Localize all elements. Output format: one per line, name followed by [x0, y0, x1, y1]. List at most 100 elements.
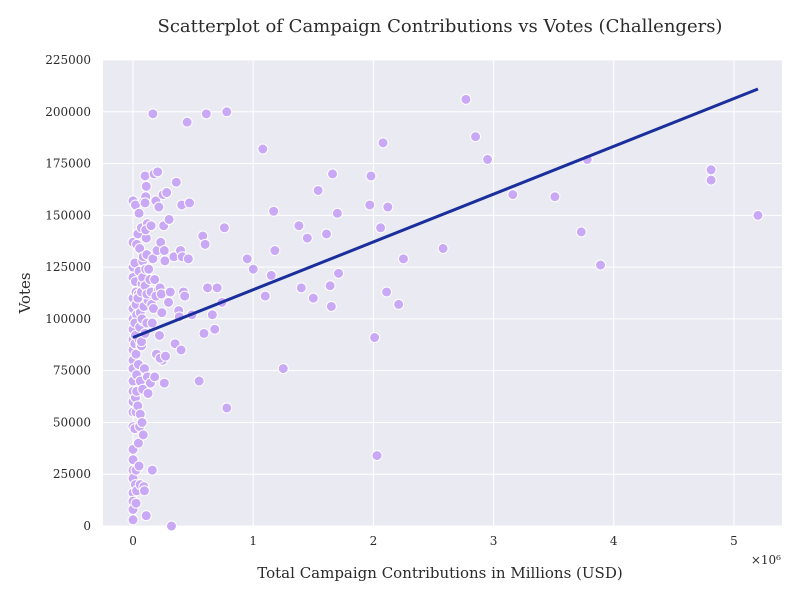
data-point: [133, 460, 145, 472]
data-point: [397, 253, 409, 265]
y-axis-label: Votes: [16, 272, 34, 314]
x-axis-scale-label: ×10⁶: [751, 553, 781, 567]
data-point: [209, 323, 221, 335]
data-point: [575, 226, 587, 238]
y-axis-ticks: 0 25000 50000 75000 100000 125000 150000 175000…: [45, 53, 91, 533]
data-point: [206, 309, 218, 321]
data-point: [307, 292, 319, 304]
y-tick-label: 0: [83, 519, 91, 533]
chart-title: Scatterplot of Campaign Contributions vs…: [158, 16, 723, 37]
x-tick-label: 1: [249, 534, 257, 548]
data-point: [161, 187, 173, 199]
data-point: [182, 253, 194, 265]
data-point: [198, 327, 210, 339]
data-point: [158, 377, 170, 389]
x-tick-label: 5: [730, 534, 738, 548]
data-point: [549, 191, 561, 203]
data-point: [163, 213, 175, 225]
data-point: [146, 317, 158, 329]
data-point: [327, 168, 339, 180]
data-point: [156, 307, 168, 319]
data-point: [140, 180, 152, 192]
data-point: [155, 288, 167, 300]
data-point: [139, 197, 151, 209]
y-tick-label: 75000: [53, 364, 91, 378]
data-point: [139, 170, 151, 182]
x-axis-ticks: 0 1 2 3 4 5: [129, 534, 738, 548]
data-point: [221, 106, 233, 118]
x-tick-label: 3: [490, 534, 498, 548]
y-tick-label: 100000: [45, 312, 91, 326]
data-point: [149, 274, 161, 286]
data-point: [153, 201, 165, 213]
data-point: [179, 290, 191, 302]
data-point: [507, 189, 519, 201]
data-point: [159, 255, 171, 267]
data-point: [257, 143, 269, 155]
data-point: [138, 485, 150, 497]
data-point: [460, 93, 472, 105]
data-points: [127, 93, 764, 532]
data-point: [142, 387, 154, 399]
data-point: [377, 137, 389, 149]
data-point: [295, 282, 307, 294]
data-point: [162, 296, 174, 308]
data-point: [324, 280, 336, 292]
y-tick-label: 225000: [45, 53, 91, 67]
data-point: [136, 416, 148, 428]
data-point: [375, 222, 387, 234]
data-point: [241, 253, 253, 265]
data-point: [265, 269, 277, 281]
data-point: [364, 199, 376, 211]
data-point: [149, 371, 161, 383]
data-point: [321, 228, 333, 240]
data-point: [137, 429, 149, 441]
data-point: [259, 290, 271, 302]
data-point: [133, 207, 145, 219]
data-point: [470, 131, 482, 143]
data-point: [140, 510, 152, 522]
data-point: [181, 116, 193, 128]
data-point: [301, 232, 313, 244]
data-point: [211, 282, 223, 294]
trend-line: [132, 87, 759, 339]
y-tick-label: 125000: [45, 260, 91, 274]
data-point: [382, 201, 394, 213]
data-point: [202, 282, 214, 294]
x-tick-label: 0: [129, 534, 137, 548]
data-point: [393, 298, 405, 310]
data-point: [333, 267, 345, 279]
data-point: [153, 329, 165, 341]
data-point: [331, 207, 343, 219]
data-point: [293, 220, 305, 232]
data-point: [146, 464, 158, 476]
data-point: [595, 259, 607, 271]
data-point: [277, 363, 289, 375]
x-tick-label: 2: [370, 534, 378, 548]
data-point: [268, 205, 280, 217]
x-tick-label: 4: [610, 534, 618, 548]
y-tick-label: 200000: [45, 105, 91, 119]
y-tick-label: 25000: [53, 467, 91, 481]
plot-area: [103, 60, 782, 526]
x-axis-label: Total Campaign Contributions in Millions…: [257, 564, 622, 582]
data-point: [152, 166, 164, 178]
data-point: [365, 170, 377, 182]
data-point: [221, 402, 233, 414]
data-point: [218, 222, 230, 234]
data-point: [269, 245, 281, 257]
data-point: [147, 108, 159, 120]
data-point: [175, 344, 187, 356]
data-point: [184, 197, 196, 209]
data-point: [199, 238, 211, 250]
y-tick-label: 150000: [45, 208, 91, 222]
data-point: [158, 245, 170, 257]
data-point: [381, 286, 393, 298]
y-tick-label: 175000: [45, 157, 91, 171]
data-point: [437, 242, 449, 254]
data-point: [170, 176, 182, 188]
data-point: [200, 108, 212, 120]
data-point: [143, 263, 155, 275]
